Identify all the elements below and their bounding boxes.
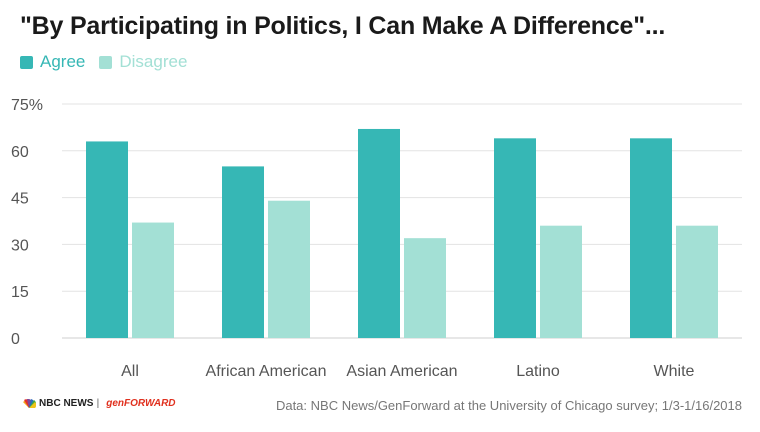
legend-item-disagree: Disagree — [99, 52, 187, 72]
legend-swatch-disagree — [99, 55, 113, 69]
x-tick-label: Asian American — [346, 363, 457, 380]
peacock-icon — [23, 399, 36, 408]
legend-swatch-agree — [20, 55, 33, 69]
x-tick-label: African American — [206, 363, 327, 380]
footer: NBC NEWS | genFORWARD Data: NBC News/Gen… — [0, 392, 760, 422]
x-tick-label: White — [654, 363, 695, 380]
bar-disagree-asian-american — [404, 238, 446, 338]
chart-title: "By Participating in Politics, I Can Mak… — [20, 12, 666, 40]
bar-disagree-latino — [540, 225, 582, 338]
y-tick-label: 0 — [11, 331, 20, 348]
genforward-logo: genFORWARD — [106, 398, 176, 409]
logo-text: NBC NEWS — [39, 398, 94, 409]
legend-label-disagree: Disagree — [119, 52, 188, 71]
y-tick-label: 60 — [11, 144, 29, 161]
bar-agree-all — [86, 141, 128, 338]
bar-agree-white — [630, 138, 672, 338]
bar-agree-asian-american — [358, 128, 400, 338]
legend: Agree Disagree — [20, 52, 201, 72]
y-tick-label: 75% — [11, 97, 43, 114]
nbc-news-logo: NBC NEWS | genFORWARD — [22, 398, 176, 409]
bar-disagree-all — [132, 222, 174, 338]
logo-separator: | — [96, 398, 100, 409]
bar-disagree-african-american — [268, 200, 310, 338]
y-tick-label: 30 — [11, 237, 29, 254]
bar-agree-african-american — [222, 166, 264, 338]
bar-disagree-white — [676, 225, 718, 338]
x-tick-label: Latino — [516, 363, 560, 380]
source-note: Data: NBC News/GenForward at the Univers… — [275, 398, 742, 413]
legend-label-agree: Agree — [40, 52, 86, 71]
y-tick-label: 45 — [11, 191, 29, 208]
x-tick-label: All — [121, 363, 139, 380]
bar-chart: 0 15 30 45 60 75% All African American Asian Ame… — [11, 97, 742, 380]
bar-agree-latino — [494, 138, 536, 338]
y-tick-label: 15 — [11, 284, 29, 301]
legend-item-agree: Agree — [20, 52, 85, 72]
